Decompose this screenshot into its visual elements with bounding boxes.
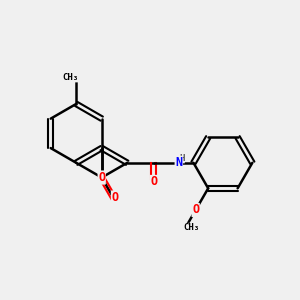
Text: H: H [179,154,184,163]
Text: O: O [111,191,118,204]
Text: O: O [150,176,157,188]
Text: N: N [175,156,182,169]
Text: O: O [98,171,105,184]
Text: CH₃: CH₃ [62,73,78,82]
Text: O: O [192,203,199,217]
Text: CH₃: CH₃ [183,223,199,232]
